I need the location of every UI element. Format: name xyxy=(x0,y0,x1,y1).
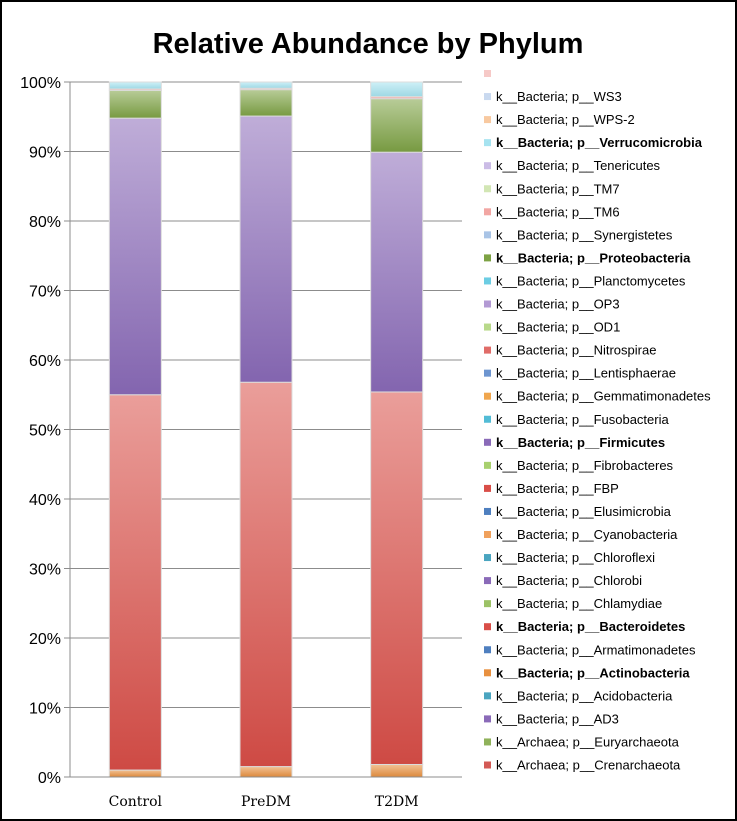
chart-title: Relative Abundance by Phylum xyxy=(153,28,584,60)
legend-label: k__Bacteria; p__Fibrobacteres xyxy=(496,458,674,473)
legend-swatch xyxy=(484,692,491,700)
legend-label: k__Bacteria; p__Tenericutes xyxy=(496,158,661,173)
legend-swatch xyxy=(484,600,491,608)
legend-swatch xyxy=(484,162,491,170)
legend-label: k__Bacteria; p__Chlorobi xyxy=(496,573,642,588)
legend-swatch xyxy=(484,531,491,538)
legend-swatch xyxy=(484,761,491,769)
legend-label: k__Bacteria; p__Synergistetes xyxy=(496,227,673,242)
y-tick-label: 10% xyxy=(29,701,61,718)
legend-swatch xyxy=(484,139,491,147)
bar-segment xyxy=(108,769,162,778)
y-tick-label: 20% xyxy=(29,631,61,648)
legend-label: k__Bacteria; p__OP3 xyxy=(496,297,620,312)
y-tick-label: 60% xyxy=(29,353,61,370)
bar-segment xyxy=(239,89,293,117)
legend-label: k__Bacteria; p__OD1 xyxy=(496,320,620,335)
bar-segment xyxy=(239,115,293,383)
legend-swatch xyxy=(484,93,491,101)
legend-label: k__Bacteria; p__Chlamydiae xyxy=(496,596,662,611)
legend-swatch xyxy=(484,438,491,446)
legend-swatch xyxy=(484,185,491,193)
bar-segment xyxy=(370,81,424,98)
legend-swatch xyxy=(484,300,491,308)
y-tick-label: 90% xyxy=(29,145,61,162)
legend-swatch xyxy=(484,346,491,354)
legend-swatch xyxy=(484,646,491,654)
bar-segment xyxy=(239,766,293,778)
legend-swatch xyxy=(484,623,491,631)
legend-label: k__Bacteria; p__Firmicutes xyxy=(496,435,665,450)
legend-swatch xyxy=(484,392,491,400)
legend-label: k__Bacteria; p__Planctomycetes xyxy=(496,273,686,288)
legend-swatch xyxy=(484,277,491,285)
legend-label: k__Bacteria; p__Bacteroidetes xyxy=(496,619,685,634)
legend: k__Bacteria; p__WS3 k__Bacteria; p__WPS-2… xyxy=(484,70,711,773)
bar-segment xyxy=(108,117,162,396)
legend-label: k__Bacteria; p__Fusobacteria xyxy=(496,412,669,427)
axes: 0% 10% 20% 30% 40% 50% 60% 70% 80% 90% 100% Control… xyxy=(20,75,462,810)
legend-label: k__Bacteria; p__Verrucomicrobia xyxy=(496,135,703,150)
legend-label: k__Bacteria; p__Chloroflexi xyxy=(496,550,655,565)
legend-swatch xyxy=(484,323,491,331)
y-tick-label: 70% xyxy=(29,284,61,301)
legend-label: k__Bacteria; p__Acidobacteria xyxy=(496,688,673,703)
legend-label: k__Bacteria; p__Nitrospirae xyxy=(496,343,656,358)
legend-label: k__Archaea; p__Euryarchaeota xyxy=(496,734,680,749)
bar-segment xyxy=(370,763,424,778)
legend-swatch xyxy=(484,415,491,423)
legend-label: k__Bacteria; p__TM7 xyxy=(496,181,620,196)
legend-swatch xyxy=(484,577,491,585)
legend-swatch xyxy=(484,254,491,262)
x-tick-label: Control xyxy=(109,794,163,810)
legend-swatch xyxy=(484,461,491,469)
legend-label: k__Bacteria; p__AD3 xyxy=(496,711,619,726)
legend-swatch xyxy=(484,738,491,746)
legend-label: k__Bacteria; p__Actinobacteria xyxy=(496,665,690,680)
bar-segment xyxy=(370,151,424,393)
legend-swatch xyxy=(484,554,491,562)
legend-label: k__Bacteria; p__Elusimicrobia xyxy=(496,504,672,519)
x-tick-label: T2DM xyxy=(375,794,419,810)
bar-segment xyxy=(239,81,293,89)
legend-swatch xyxy=(484,231,491,239)
bar-segment xyxy=(108,394,162,771)
y-tick-label: 50% xyxy=(29,423,61,440)
legend-label: k__Bacteria; p__Gemmatimonadetes xyxy=(496,389,711,404)
y-tick-label: 80% xyxy=(29,214,61,231)
bar-segment xyxy=(108,81,162,90)
y-tick-label: 0% xyxy=(38,770,61,787)
y-tick-label: 30% xyxy=(29,562,61,579)
legend-swatch xyxy=(484,484,491,492)
bar-segment xyxy=(370,391,424,765)
legend-label: k__Bacteria; p__WS3 xyxy=(496,89,622,104)
legend-swatch xyxy=(484,116,491,124)
legend-label: k__Bacteria; p__FBP xyxy=(496,481,619,496)
legend-swatch xyxy=(484,369,491,377)
legend-swatch xyxy=(484,70,491,77)
legend-label: k__Bacteria; p__Armatimonadetes xyxy=(496,642,696,657)
bar-segment xyxy=(370,98,424,153)
legend-swatch xyxy=(484,669,491,677)
bar-segment xyxy=(239,381,293,768)
legend-label: k__Bacteria; p__Lentisphaerae xyxy=(496,366,676,381)
legend-label: k__Bacteria; p__TM6 xyxy=(496,204,620,219)
bar-segment xyxy=(108,89,162,119)
legend-label: k__Bacteria; p__Proteobacteria xyxy=(496,250,691,265)
y-tick-label: 100% xyxy=(20,75,61,92)
legend-label: k__Bacteria; p__Cyanobacteria xyxy=(496,527,678,542)
legend-label: k__Archaea; p__Crenarchaeota xyxy=(496,758,681,773)
legend-label: k__Bacteria; p__WPS-2 xyxy=(496,112,635,127)
legend-swatch xyxy=(484,208,491,216)
legend-swatch xyxy=(484,715,491,723)
y-tick-label: 40% xyxy=(29,492,61,509)
legend-swatch xyxy=(484,507,491,515)
x-tick-label: PreDM xyxy=(241,794,291,810)
bars xyxy=(108,81,424,778)
